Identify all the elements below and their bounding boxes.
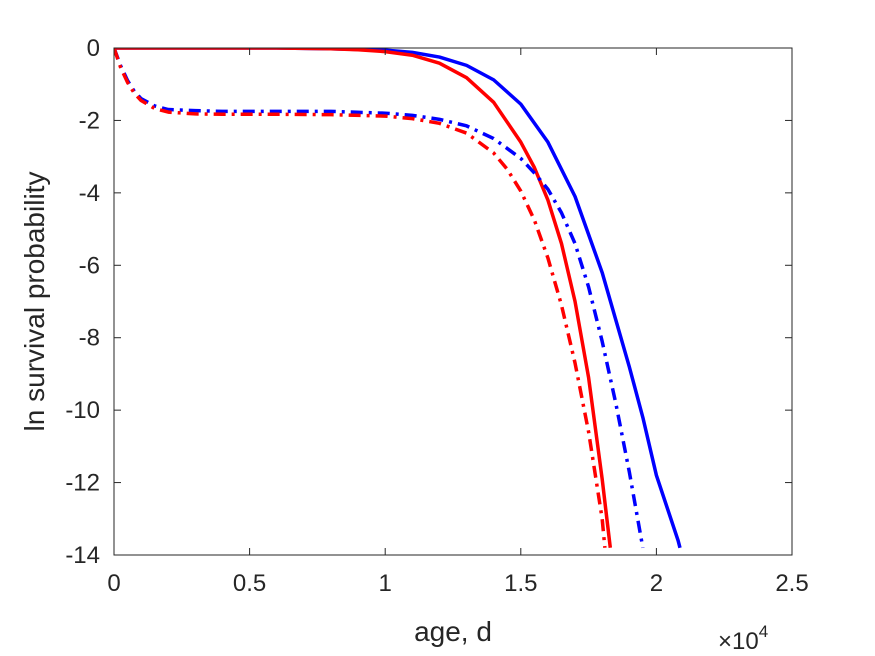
x-tick-label: 2 — [650, 570, 663, 597]
x-axis-label: age, d — [414, 616, 492, 647]
y-axis-label: ln survival probability — [19, 172, 50, 432]
series-line-2-solid — [114, 48, 613, 548]
plot-area-frame — [113, 47, 793, 556]
x-tick-label: 0 — [107, 570, 120, 597]
series-line-4-dashdot — [114, 48, 607, 548]
x-axis-exponent: ×104 — [718, 622, 768, 655]
x-exponent-power: 4 — [759, 622, 768, 641]
y-tick-label: -12 — [65, 470, 100, 497]
x-tick-label: 1 — [379, 570, 392, 597]
y-tick-label: -10 — [65, 397, 100, 424]
y-tick-label: -8 — [79, 325, 100, 352]
y-tick-label: 0 — [87, 35, 100, 62]
x-exponent-base: ×10 — [718, 628, 759, 655]
y-tick-label: -14 — [65, 542, 100, 569]
y-tick-label: -2 — [79, 107, 100, 134]
y-tick-label: -6 — [79, 252, 100, 279]
x-tick-label: 0.5 — [233, 570, 266, 597]
x-tick-label: 1.5 — [504, 570, 537, 597]
x-tick-label: 2.5 — [775, 570, 808, 597]
tick-labels: 0 0.5 1 1.5 2 2.5 0 -2 -4 -6 -8 -10 -12 -14 — [65, 35, 808, 597]
y-tick-label: -4 — [79, 180, 100, 207]
